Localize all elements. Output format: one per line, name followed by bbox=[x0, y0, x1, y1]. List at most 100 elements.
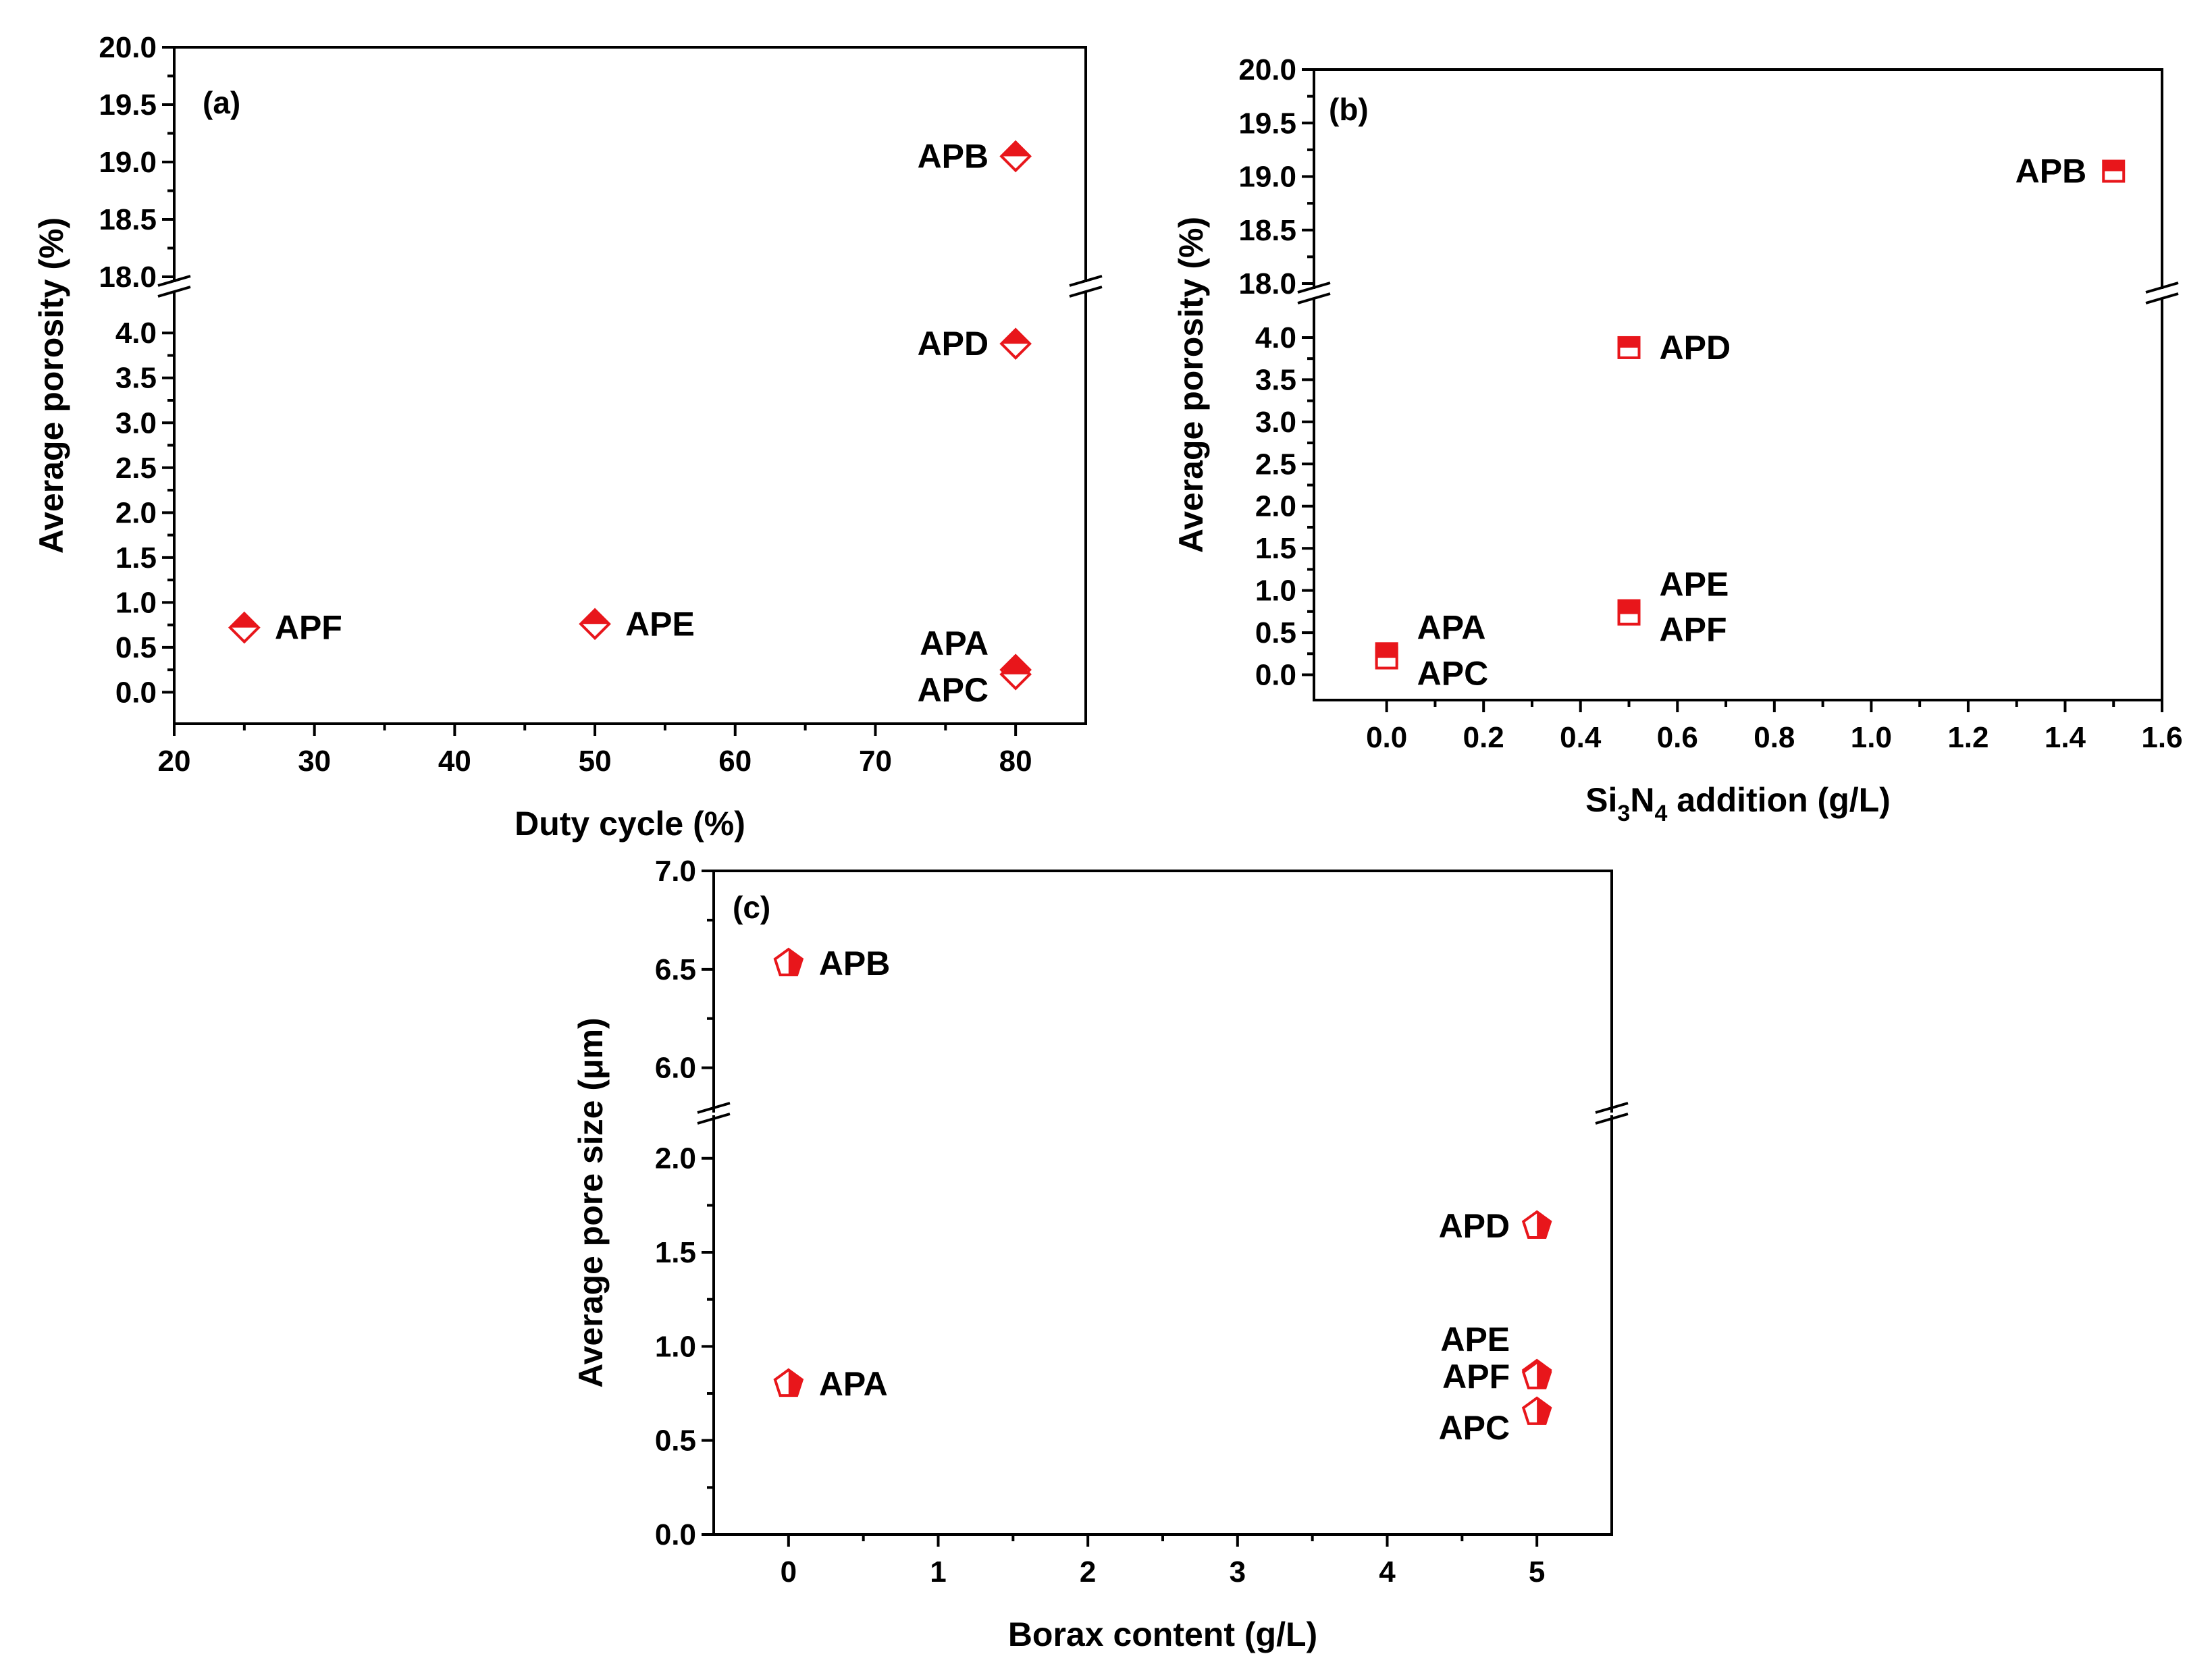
x-tick-label: 0 bbox=[781, 1555, 797, 1589]
x-axis-label: Borax content (g/L) bbox=[1008, 1616, 1317, 1653]
x-tick-label: 2 bbox=[1080, 1555, 1096, 1589]
y-tick-label: 3.5 bbox=[115, 362, 157, 395]
panel-c-chart: 0 1 2 3 4 5 0.0 0.5 1.0 1.5 2.0 6.0 6.5 7.0 (c) Borax c… bbox=[572, 855, 1629, 1653]
x-tick-label: 70 bbox=[859, 745, 892, 778]
point-marker-fill bbox=[1537, 1362, 1551, 1388]
point-label: APF bbox=[1442, 1358, 1510, 1395]
x-tick-label: 3 bbox=[1230, 1555, 1246, 1589]
point-label: APD bbox=[1660, 329, 1731, 367]
point-marker-fill bbox=[230, 613, 259, 628]
x-tick-label: 50 bbox=[579, 745, 612, 778]
x-axis-label: Duty cycle (%) bbox=[515, 805, 745, 843]
point-marker-fill bbox=[2103, 161, 2124, 171]
y-tick-label: 2.0 bbox=[1255, 490, 1296, 523]
data-point-apf: APF bbox=[228, 609, 342, 647]
y-tick-label: 2.5 bbox=[115, 452, 157, 485]
y-tick-label: 1.0 bbox=[115, 586, 157, 619]
data-point-apb: APB bbox=[2016, 153, 2126, 190]
y-tick-label: 19.5 bbox=[1238, 107, 1296, 140]
y-tick-label: 4.0 bbox=[115, 317, 157, 350]
x-axis-label-part: addition (g/L) bbox=[1667, 781, 1890, 819]
data-point-apc: APC bbox=[1375, 646, 1489, 693]
panel-label: (b) bbox=[1329, 92, 1369, 127]
point-marker-fill bbox=[1376, 647, 1397, 658]
data-point-apf: APF bbox=[1617, 602, 1727, 649]
point-label: APC bbox=[1417, 655, 1489, 693]
y-tick-label: 0.5 bbox=[1255, 616, 1296, 649]
axis-break-mark bbox=[1069, 286, 1103, 298]
data-point-apc: APC bbox=[1439, 1396, 1552, 1447]
point-marker-fill bbox=[1001, 142, 1030, 157]
y-tick-label: 1.0 bbox=[1255, 575, 1296, 608]
x-tick-label: 0.8 bbox=[1754, 721, 1795, 754]
y-tick-label: 0.0 bbox=[1255, 659, 1296, 692]
point-label: APA bbox=[1417, 608, 1486, 646]
y-axis-label: Average porosity (%) bbox=[32, 217, 70, 554]
panel-b-chart: 0.0 0.2 0.4 0.6 0.8 1.0 1.2 1.4 1.6 0.0 0.5 1.0 1.5 2… bbox=[1172, 53, 2183, 826]
data-point-apd: APD bbox=[918, 325, 1032, 363]
panel-a-chart: 20 30 40 50 60 70 80 0.0 0.5 1.0 1.5 2.0 2.5 3.0 3.5 4.… bbox=[32, 31, 1103, 843]
y-tick-label: 2.0 bbox=[655, 1142, 696, 1175]
point-marker-fill bbox=[788, 949, 802, 976]
axis-break-mark bbox=[697, 1102, 731, 1114]
x-tick-label: 40 bbox=[438, 745, 471, 778]
axis-break-mark bbox=[697, 1113, 731, 1125]
y-tick-label: 18.5 bbox=[99, 203, 157, 236]
x-axis-label-part: N bbox=[1630, 781, 1654, 819]
y-tick-label: 2.5 bbox=[1255, 448, 1296, 481]
data-point-apb: APB bbox=[918, 138, 1032, 176]
x-tick-label: 1.2 bbox=[1947, 721, 1989, 754]
x-tick-label: 5 bbox=[1529, 1555, 1545, 1589]
x-axis-label: Si3N4 addition (g/L) bbox=[1585, 781, 1891, 826]
point-label: APF bbox=[1660, 611, 1727, 649]
x-tick-label: 0.4 bbox=[1560, 721, 1602, 754]
point-label: APC bbox=[918, 671, 989, 709]
axis-break-mark bbox=[1297, 282, 1331, 294]
x-tick-label: 0.6 bbox=[1657, 721, 1698, 754]
y-tick-label: 18.5 bbox=[1238, 214, 1296, 247]
axis-break-mark bbox=[1297, 292, 1331, 304]
data-point-ape: APE bbox=[579, 605, 695, 643]
point-label: APD bbox=[918, 325, 989, 363]
y-tick-label: 20.0 bbox=[99, 31, 157, 64]
point-marker-fill bbox=[1001, 660, 1030, 674]
y-tick-label: 7.0 bbox=[655, 855, 696, 888]
point-label: APB bbox=[819, 944, 891, 982]
point-label: APA bbox=[920, 624, 989, 662]
point-marker-fill bbox=[1618, 337, 1639, 348]
x-tick-label: 20 bbox=[158, 745, 191, 778]
axis-break-mark bbox=[2145, 292, 2179, 304]
y-tick-label: 4.0 bbox=[1255, 321, 1296, 354]
panel-label: (c) bbox=[733, 890, 770, 925]
y-tick-label: 0.5 bbox=[115, 631, 157, 664]
axis-break-mark bbox=[157, 275, 191, 287]
x-tick-label: 80 bbox=[999, 745, 1032, 778]
x-axis-label-part: 3 bbox=[1617, 801, 1630, 826]
point-marker-fill bbox=[581, 610, 610, 624]
axis-break-mark bbox=[2145, 282, 2179, 294]
data-point-apd: APD bbox=[1439, 1207, 1552, 1245]
point-label: APC bbox=[1439, 1409, 1510, 1447]
x-tick-label: 4 bbox=[1379, 1555, 1396, 1589]
x-tick-label: 1.0 bbox=[1851, 721, 1892, 754]
y-tick-label: 3.5 bbox=[1255, 363, 1296, 396]
y-tick-label: 0.5 bbox=[655, 1424, 696, 1458]
x-tick-label: 1.4 bbox=[2045, 721, 2086, 754]
y-tick-label: 2.0 bbox=[115, 496, 157, 529]
y-tick-label: 19.0 bbox=[1238, 161, 1296, 194]
point-label: APE bbox=[1440, 1320, 1510, 1358]
x-tick-label: 60 bbox=[718, 745, 752, 778]
x-axis-label-part: Si bbox=[1585, 781, 1617, 819]
point-label: APF bbox=[275, 609, 342, 647]
y-tick-label: 6.0 bbox=[655, 1052, 696, 1085]
y-tick-label: 18.0 bbox=[1238, 267, 1296, 300]
y-tick-label: 3.0 bbox=[1255, 406, 1296, 439]
y-tick-label: 0.0 bbox=[655, 1518, 696, 1551]
point-marker-fill bbox=[1618, 604, 1639, 614]
x-tick-label: 30 bbox=[298, 745, 331, 778]
y-tick-label: 20.0 bbox=[1238, 53, 1296, 86]
point-label: APD bbox=[1439, 1207, 1510, 1245]
data-point-apf: APF bbox=[1442, 1358, 1552, 1395]
y-axis-label: Average porosity (%) bbox=[1172, 217, 1210, 553]
